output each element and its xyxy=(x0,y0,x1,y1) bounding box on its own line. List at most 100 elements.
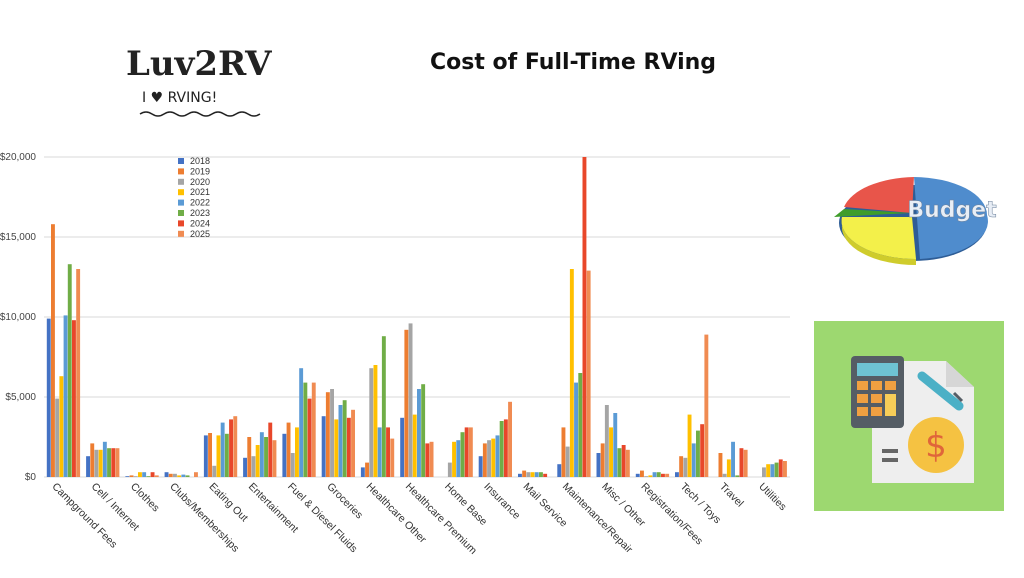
legend-label: 2025 xyxy=(190,229,210,239)
bar-2024-9 xyxy=(425,443,430,477)
bar-2018-6 xyxy=(282,433,287,477)
bar-2020-2 xyxy=(133,476,138,477)
bar-2021-8 xyxy=(373,365,378,477)
bar-2021-11 xyxy=(491,438,496,477)
bar-2020-8 xyxy=(369,368,374,477)
y-axis: $0 $5,000 $10,000 $15,000 $20,000 xyxy=(0,152,36,483)
bar-2025-18 xyxy=(783,461,787,477)
legend-swatch-2018 xyxy=(178,158,184,164)
bar-2018-3 xyxy=(164,472,169,477)
bar-2021-12 xyxy=(530,472,535,477)
logo-name: Luv2RV xyxy=(126,44,272,84)
bar-2024-12 xyxy=(543,473,548,477)
pie-label: Budget xyxy=(907,198,997,223)
bar-2018-4 xyxy=(203,435,208,477)
bar-2020-5 xyxy=(251,456,256,477)
y-tick-label: $20,000 xyxy=(0,152,36,163)
bar-2019-5 xyxy=(247,437,252,477)
bar-2024-17 xyxy=(739,448,744,477)
bars xyxy=(46,157,787,477)
bar-2024-4 xyxy=(229,419,233,477)
bar-2025-3 xyxy=(194,472,198,477)
bar-2023-6 xyxy=(303,382,308,477)
legend-swatch-2021 xyxy=(178,189,184,196)
bar-2024-10 xyxy=(464,427,469,477)
bar-2023-0 xyxy=(67,264,72,477)
bar-2018-7 xyxy=(321,416,326,477)
bar-2020-4 xyxy=(212,465,217,477)
bar-2022-10 xyxy=(456,440,461,477)
bar-2022-15 xyxy=(652,472,657,477)
bar-2021-17 xyxy=(726,459,731,477)
bar-2024-7 xyxy=(346,417,351,477)
bar-2023-9 xyxy=(421,384,426,477)
bar-2022-8 xyxy=(377,427,382,477)
bar-2023-13 xyxy=(578,373,583,477)
bar-2019-9 xyxy=(404,329,409,477)
bar-2021-14 xyxy=(609,427,613,477)
bar-2018-5 xyxy=(243,457,247,477)
legend-swatch-2024 xyxy=(178,220,184,227)
bar-2025-2 xyxy=(154,475,159,477)
bar-2024-5 xyxy=(268,422,273,477)
bar-2023-4 xyxy=(224,433,229,477)
logo-tagline: I ♥ RVING! xyxy=(142,90,218,106)
bar-2020-11 xyxy=(487,440,491,477)
bar-2020-16 xyxy=(683,457,688,477)
bar-2023-3 xyxy=(185,475,190,477)
calculator-document-dollar-icon: $ xyxy=(851,356,974,483)
bar-2019-8 xyxy=(365,462,369,477)
bar-2024-6 xyxy=(307,398,312,477)
bar-2023-18 xyxy=(774,462,779,477)
bar-2019-12 xyxy=(522,470,527,477)
bar-2021-3 xyxy=(177,475,182,477)
bar-2024-0 xyxy=(72,320,76,477)
bar-2019-11 xyxy=(482,443,487,477)
bar-2018-13 xyxy=(557,464,562,477)
bar-2021-7 xyxy=(334,419,339,477)
bar-2025-15 xyxy=(665,473,670,477)
bar-2020-0 xyxy=(55,398,60,477)
bar-2020-15 xyxy=(644,476,649,477)
bar-2022-9 xyxy=(417,389,421,477)
bar-2021-13 xyxy=(569,269,574,477)
bar-2024-13 xyxy=(582,157,587,477)
bar-2019-15 xyxy=(640,470,644,477)
bar-2021-0 xyxy=(59,376,64,477)
bar-2022-12 xyxy=(534,472,539,477)
bar-2019-7 xyxy=(325,392,330,477)
bar-2025-10 xyxy=(468,427,473,477)
bar-2020-13 xyxy=(565,446,570,477)
bar-2022-18 xyxy=(770,464,775,477)
bar-2025-1 xyxy=(115,448,120,477)
bar-2024-8 xyxy=(386,427,390,477)
bar-2019-4 xyxy=(208,433,212,477)
bar-2024-16 xyxy=(700,424,705,477)
bar-chart: $0 $5,000 $10,000 $15,000 $20,000 Campground… xyxy=(0,152,790,557)
budget-card: $ xyxy=(814,321,1004,511)
bar-2018-2 xyxy=(125,476,130,477)
x-tick-label: Healthcare Premium xyxy=(403,481,479,557)
bar-2022-5 xyxy=(259,432,264,477)
bar-2023-17 xyxy=(735,475,740,477)
legend-label: 2020 xyxy=(190,177,210,187)
rv-trailer-icon xyxy=(139,111,261,117)
x-tick-label: Travel xyxy=(717,481,746,510)
bar-2024-14 xyxy=(621,445,626,477)
bar-2025-8 xyxy=(390,438,395,477)
bar-2023-5 xyxy=(264,437,268,477)
legend-label: 2019 xyxy=(190,166,210,176)
bar-2025-14 xyxy=(625,449,630,477)
bar-2025-6 xyxy=(311,382,316,477)
bar-2025-9 xyxy=(429,441,434,477)
y-tick-label: $15,000 xyxy=(0,232,36,243)
bar-2025-13 xyxy=(586,270,591,477)
page-title: Cost of Full-Time RVing xyxy=(430,50,717,75)
bar-2020-18 xyxy=(762,467,766,477)
bar-2019-6 xyxy=(286,422,291,477)
legend-label: 2024 xyxy=(190,218,210,228)
bar-2021-10 xyxy=(452,441,456,477)
legend-swatch-2020 xyxy=(178,178,184,185)
bar-2021-9 xyxy=(412,414,417,477)
